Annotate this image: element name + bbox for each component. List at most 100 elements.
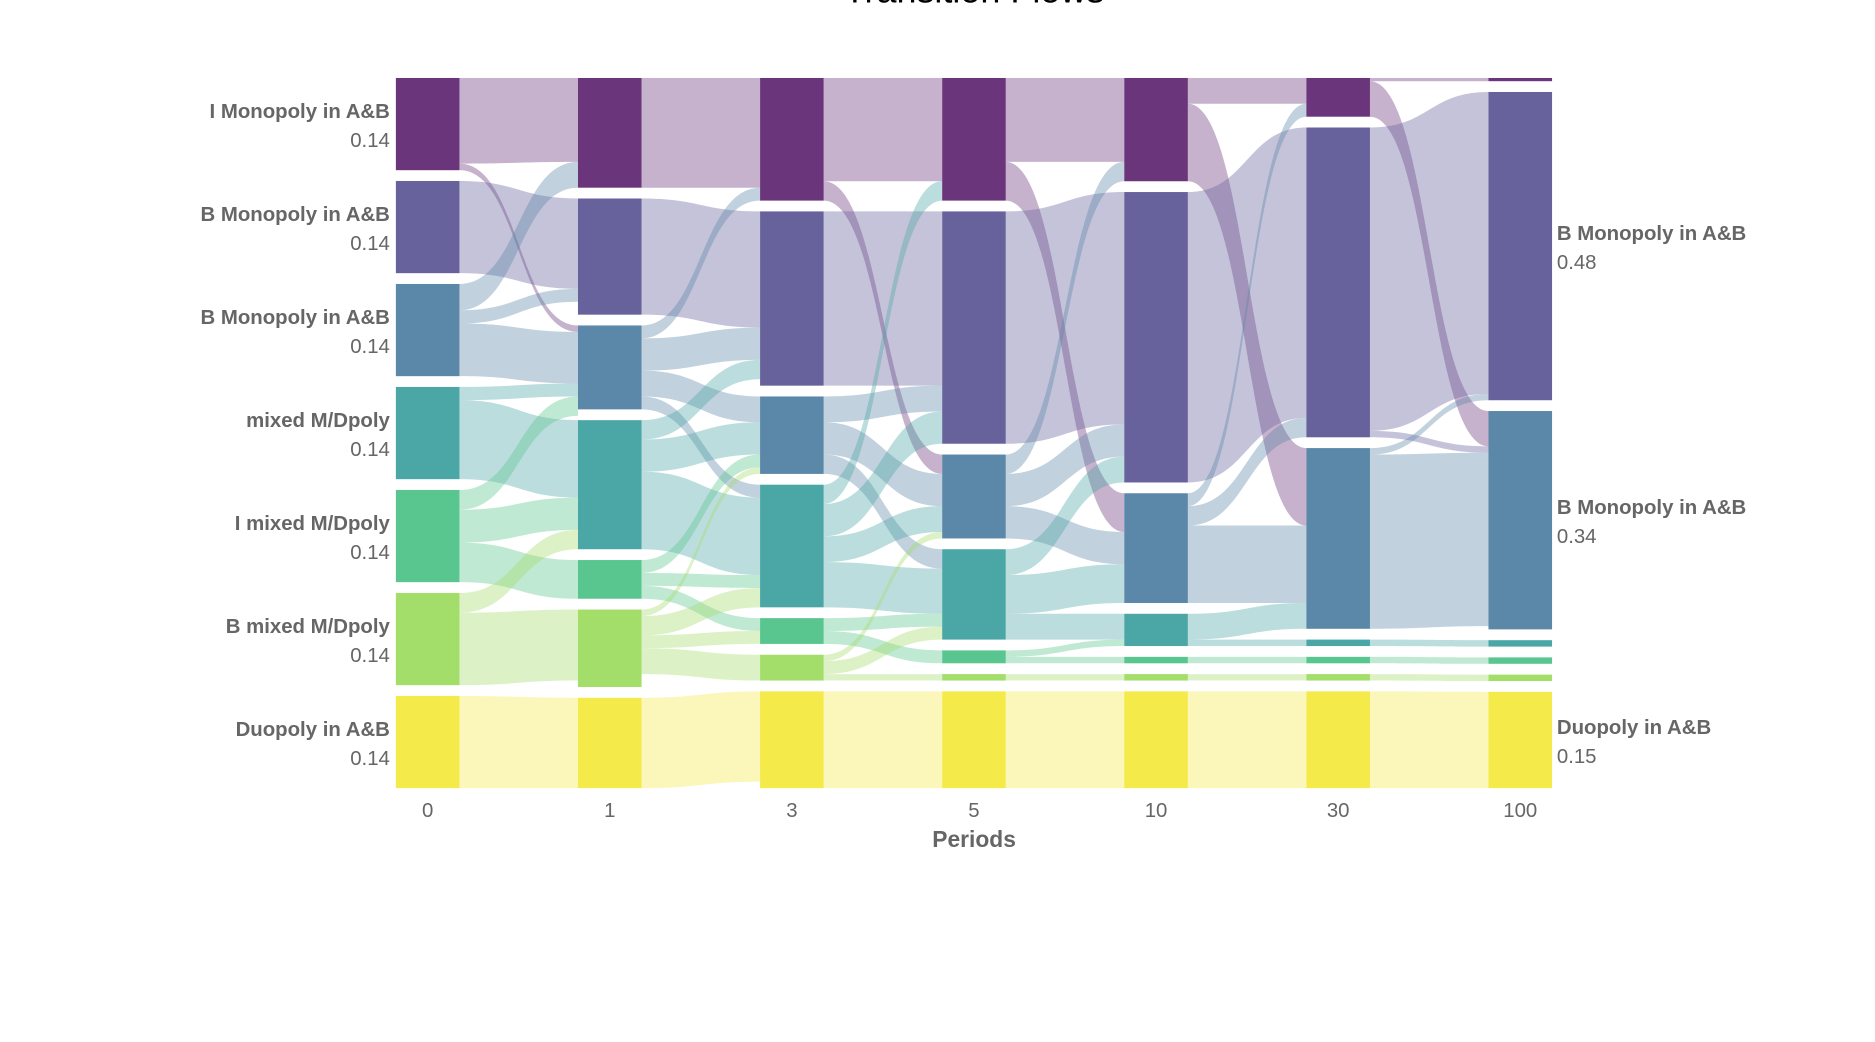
flow xyxy=(1187,691,1307,789)
flow xyxy=(1187,674,1307,681)
flow xyxy=(459,288,578,324)
node xyxy=(395,592,460,686)
flow xyxy=(641,370,761,423)
flow xyxy=(1369,430,1489,453)
node xyxy=(1306,674,1370,681)
flow xyxy=(459,161,578,311)
node-label: B Monopoly in A&B xyxy=(1557,497,1746,519)
flow xyxy=(1187,103,1307,526)
flow xyxy=(1369,393,1489,455)
flow xyxy=(641,422,761,472)
node-value: 0.14 xyxy=(350,542,390,564)
node xyxy=(577,609,642,688)
flow xyxy=(1369,77,1489,82)
node xyxy=(1306,77,1370,117)
node xyxy=(760,654,824,681)
flow xyxy=(459,77,578,164)
flow xyxy=(459,180,578,289)
flow xyxy=(641,585,761,632)
flow xyxy=(1369,639,1489,647)
x-axis-label: Periods xyxy=(932,826,1016,852)
node xyxy=(1124,613,1188,647)
flow xyxy=(459,695,578,789)
flow xyxy=(1005,506,1125,565)
node xyxy=(1306,127,1370,438)
node xyxy=(1488,77,1553,82)
chart-title: Transition Flows xyxy=(844,0,1105,10)
node xyxy=(1124,674,1188,681)
node xyxy=(1306,656,1370,664)
flow xyxy=(1369,674,1489,682)
flow xyxy=(1187,602,1307,640)
node xyxy=(942,454,1006,539)
flow xyxy=(1005,77,1125,162)
flow xyxy=(823,531,943,662)
flow xyxy=(1187,77,1307,104)
flow xyxy=(641,454,761,573)
flow xyxy=(823,422,943,507)
flow xyxy=(1187,417,1307,526)
flow xyxy=(641,631,761,649)
flow xyxy=(1005,424,1125,507)
node xyxy=(577,420,642,550)
node-label: B Monopoly in A&B xyxy=(1557,223,1746,245)
flow xyxy=(641,691,761,789)
flow xyxy=(823,674,943,681)
node-value: 0.14 xyxy=(350,336,390,358)
node xyxy=(395,77,460,171)
flow xyxy=(823,613,943,632)
flow xyxy=(459,497,578,543)
node xyxy=(942,691,1006,789)
flows xyxy=(459,77,1489,789)
flow xyxy=(1369,452,1489,629)
node xyxy=(577,560,642,599)
flow xyxy=(1005,161,1125,532)
flow xyxy=(1369,656,1489,664)
flow xyxy=(823,411,943,537)
flow xyxy=(1187,639,1307,647)
node xyxy=(1306,448,1370,629)
flow xyxy=(1187,656,1307,664)
node xyxy=(760,396,824,474)
node xyxy=(760,618,824,644)
flow xyxy=(823,77,943,182)
node xyxy=(1488,674,1553,682)
flow xyxy=(459,400,578,498)
node xyxy=(577,198,642,315)
flow xyxy=(823,181,943,474)
flow xyxy=(823,181,943,505)
node xyxy=(942,549,1006,640)
node-value: 0.34 xyxy=(1557,526,1597,548)
flow xyxy=(641,396,761,498)
flow xyxy=(459,396,578,510)
labels: 0 1 3 5 10 30 100 I Monopoly in A&B 0.14 B Monopo… xyxy=(200,101,1746,822)
flow xyxy=(1005,456,1125,576)
node xyxy=(1488,640,1553,647)
flow xyxy=(823,562,943,614)
flow xyxy=(459,383,578,401)
flow xyxy=(1005,639,1125,657)
node-label: B mixed M/Dpoly xyxy=(226,616,391,638)
node xyxy=(942,650,1006,664)
node-value: 0.14 xyxy=(350,645,390,667)
flow xyxy=(641,467,761,617)
x-tick-label: 10 xyxy=(1145,800,1168,822)
node-label: Duopoly in A&B xyxy=(236,719,390,741)
node xyxy=(760,77,824,201)
flow xyxy=(459,163,578,332)
flow xyxy=(823,385,943,423)
x-tick-label: 3 xyxy=(786,800,797,822)
flow xyxy=(641,327,761,371)
node xyxy=(942,211,1006,444)
flow xyxy=(823,506,943,563)
node-value: 0.15 xyxy=(1557,746,1597,768)
node xyxy=(395,283,460,377)
flow xyxy=(1187,103,1307,507)
flow xyxy=(641,471,761,576)
flow xyxy=(1369,81,1489,447)
flow xyxy=(1005,656,1125,664)
flow xyxy=(823,211,943,386)
flow xyxy=(459,609,578,686)
